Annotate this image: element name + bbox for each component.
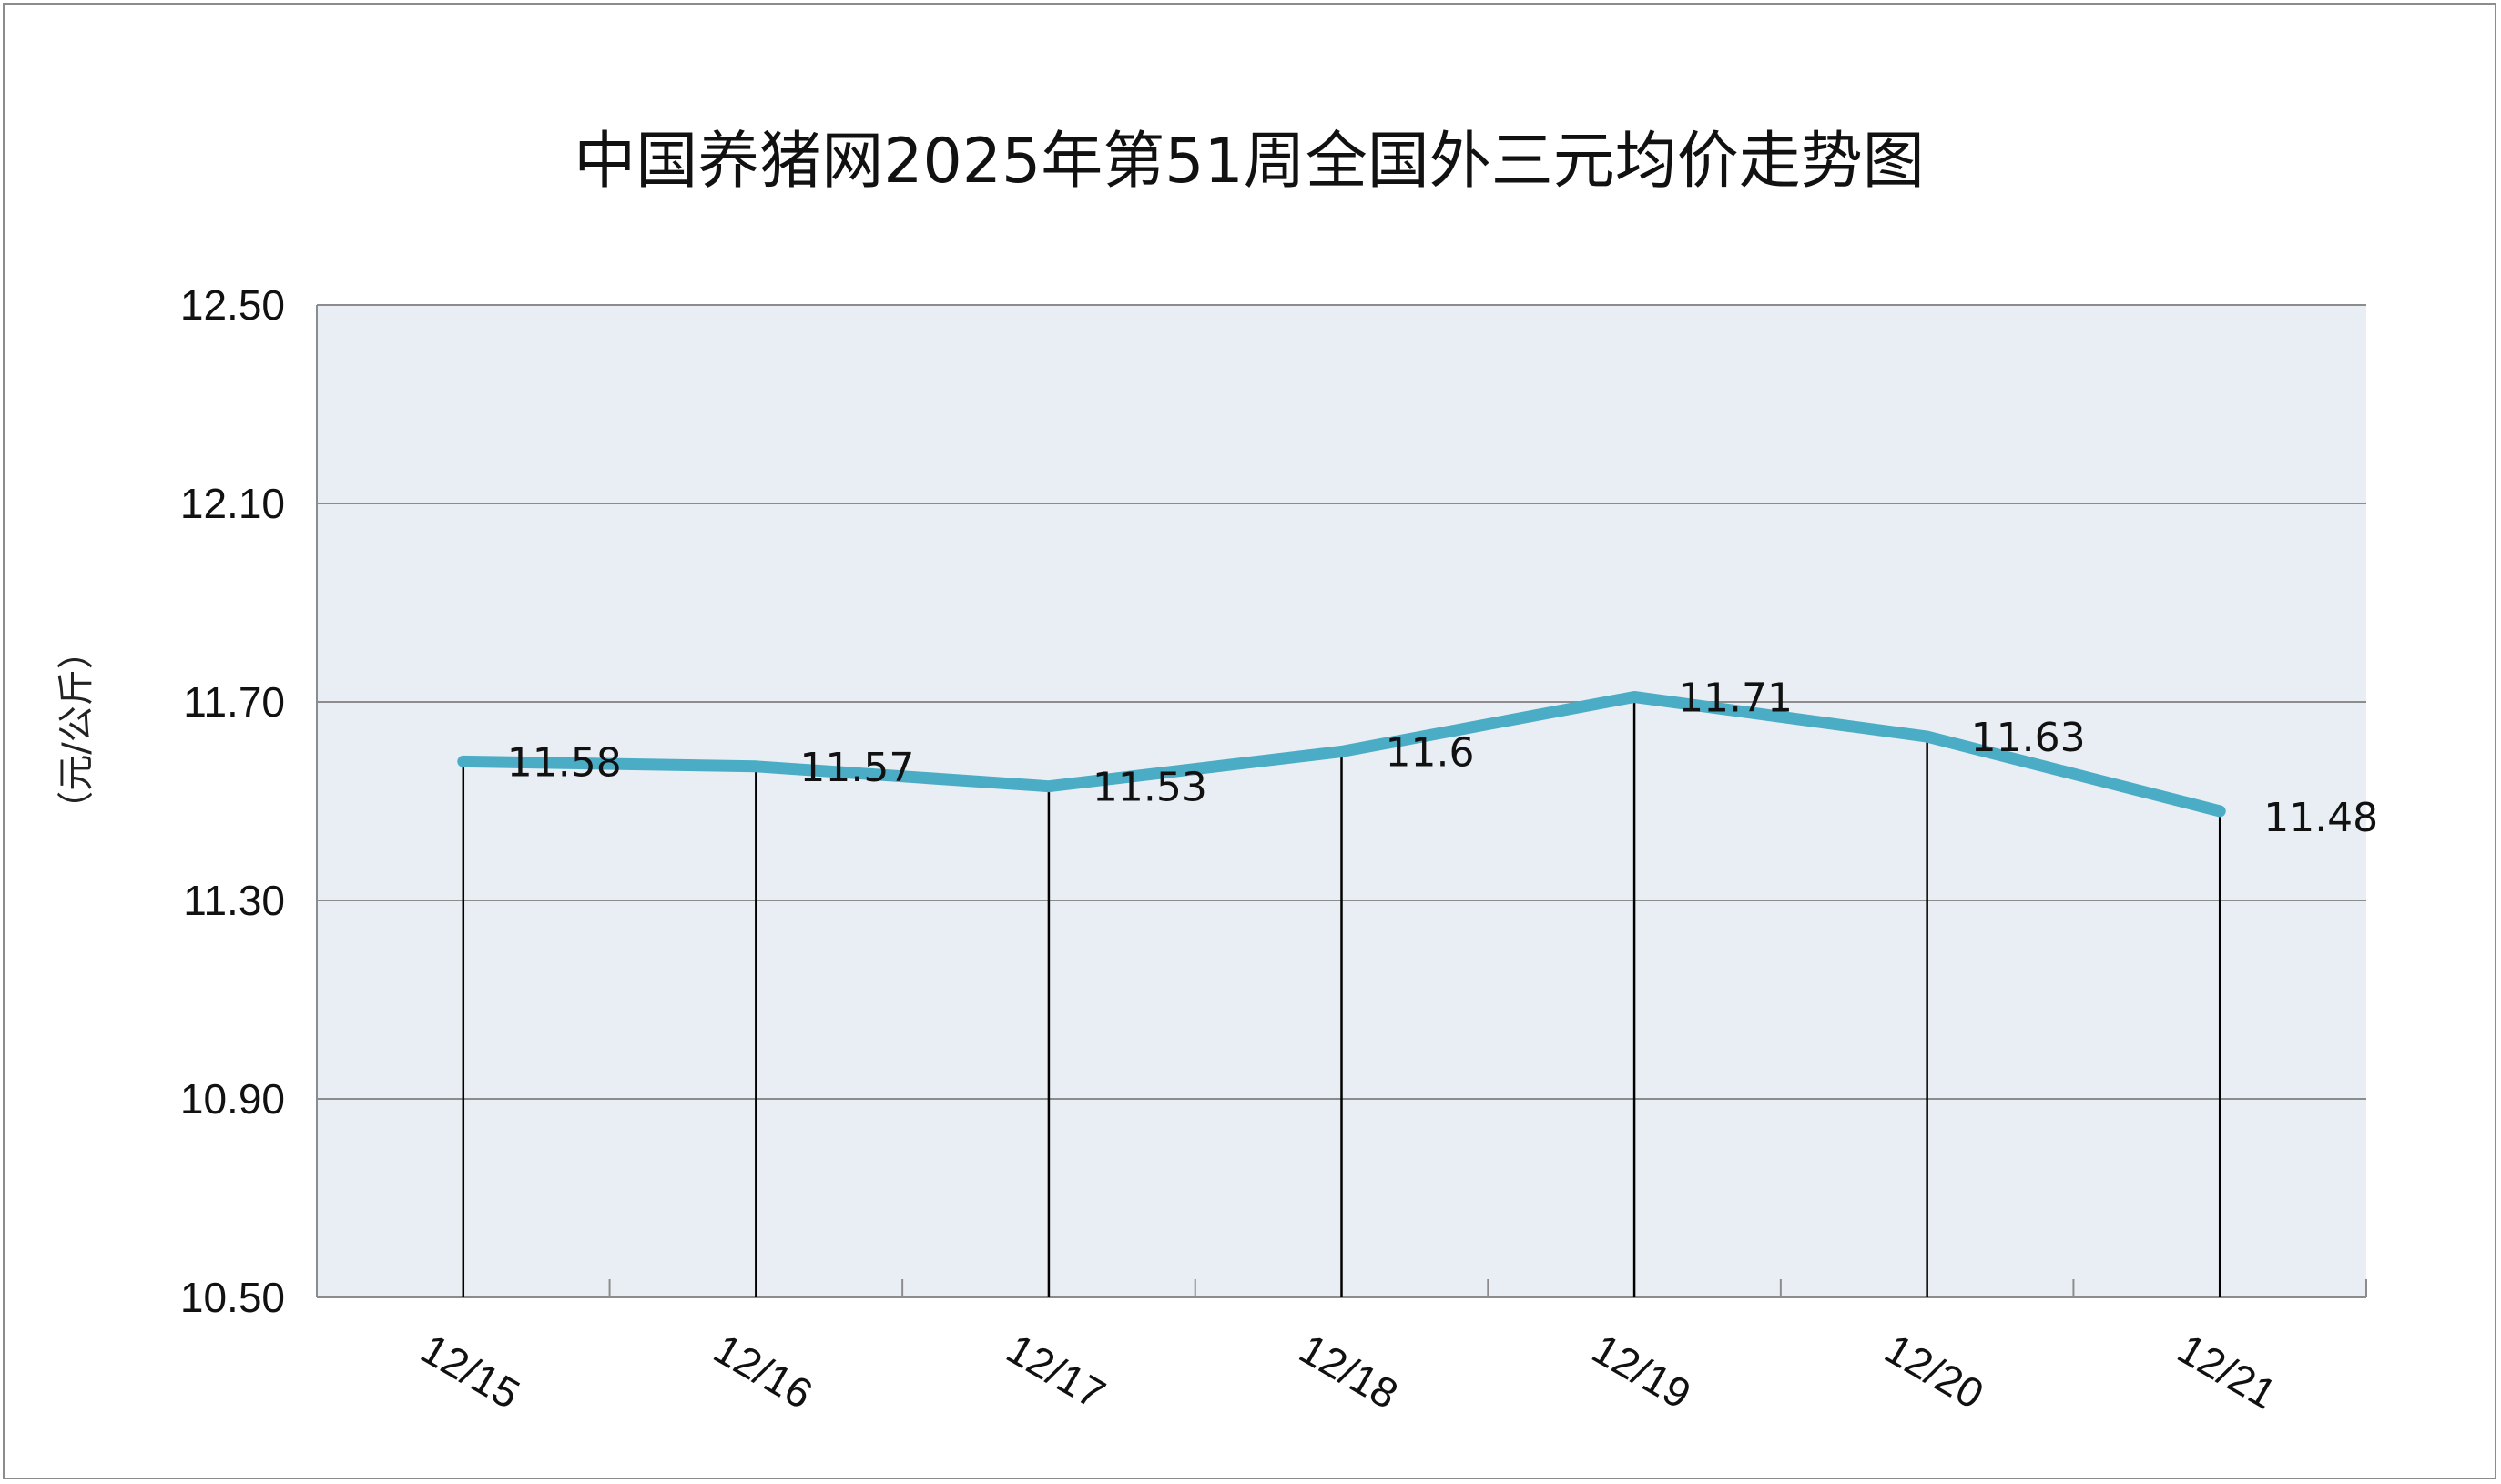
x-tick-label: 12/15: [413, 1325, 528, 1418]
y-axis-label: （元/公斤）: [56, 633, 97, 827]
y-tick-label: 10.50: [180, 1274, 285, 1321]
data-label: 11.58: [507, 739, 622, 786]
x-tick-label: 12/21: [2170, 1325, 2284, 1418]
x-tick-label: 12/17: [999, 1325, 1113, 1418]
y-tick-label: 12.10: [180, 480, 285, 527]
data-label: 11.6: [1386, 730, 1475, 777]
series-line: [457, 691, 2226, 818]
data-label: 11.53: [1093, 765, 1207, 811]
chart-title: 中国养猪网2025年第51周全国外三元均价走势图: [574, 126, 1925, 198]
y-tick-label: 11.70: [183, 678, 285, 726]
chart-frame: 中国养猪网2025年第51周全国外三元均价走势图 （元/公斤） 12.50 12.…: [3, 3, 2496, 1479]
x-tick-label: 12/19: [1584, 1325, 1699, 1418]
data-label: 11.63: [1971, 715, 2086, 761]
data-label: 11.48: [2263, 795, 2378, 841]
plot-area: 12.50 12.10 11.70 11.30 10.90 10.50 12/15 12/16…: [180, 281, 2378, 1418]
data-label: 11.57: [799, 745, 914, 791]
y-tick-label: 10.90: [180, 1075, 285, 1123]
y-tick-label: 11.30: [183, 877, 285, 924]
x-tick-label: 12/16: [707, 1325, 821, 1418]
x-tick-label: 12/20: [1877, 1325, 1992, 1418]
y-tick-label: 12.50: [180, 281, 285, 329]
chart-svg: 中国养猪网2025年第51周全国外三元均价走势图 （元/公斤） 12.5012.…: [56, 126, 2378, 1418]
x-tick-label: 12/18: [1292, 1325, 1407, 1418]
data-label: 11.71: [1678, 676, 1793, 722]
